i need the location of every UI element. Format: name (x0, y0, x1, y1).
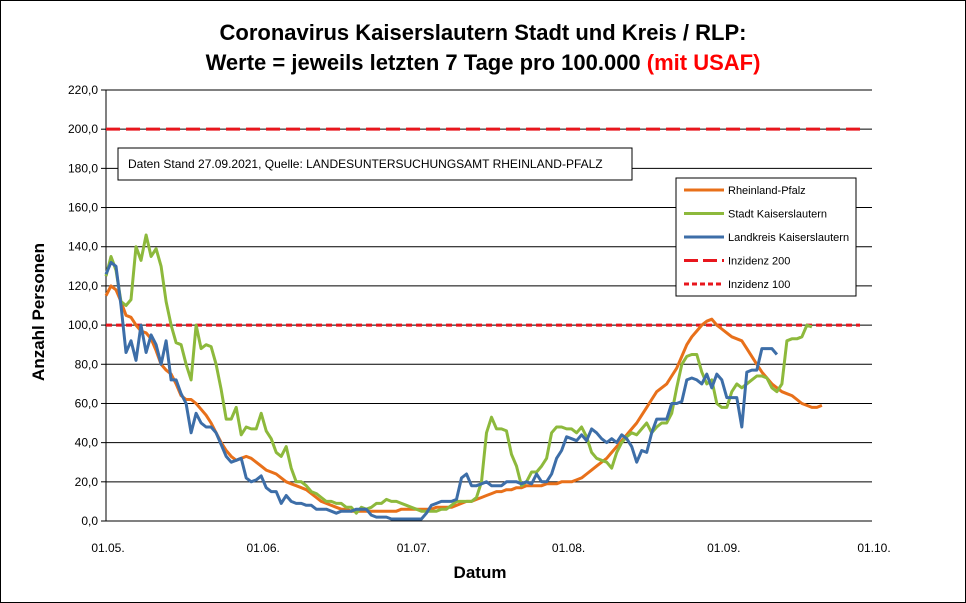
y-tick-label: 60,0 (75, 396, 99, 410)
legend-label: Inzidenz 200 (728, 256, 790, 268)
chart-title-line-2: Werte = jeweils letzten 7 Tage pro 100.0… (0, 50, 966, 76)
y-tick-label: 120,0 (68, 279, 98, 293)
series-line (104, 233, 813, 515)
y-tick-label: 200,0 (68, 122, 98, 136)
legend-label: Inzidenz 100 (728, 279, 790, 291)
chart-title-main: Werte = jeweils letzten 7 Tage pro 100.0… (205, 50, 647, 75)
x-axis-ticks: 01.05. 01.06. 01.07. 01.08. 01.09. 01.10. (91, 541, 890, 555)
chart-title-line-1: Coronavirus Kaiserslautern Stadt und Kre… (219, 20, 747, 45)
chart-title-usaf: (mit USAF) (646, 50, 761, 75)
x-tick-label: 01.07. (397, 541, 430, 555)
legend: Rheinland-Pfalz Stadt Kaiserslautern Landk… (675, 177, 857, 297)
legend-label: Rheinland-Pfalz (728, 185, 806, 197)
y-axis-ticks: 0,0 20,0 40,0 60,0 80,0 100,0 120,0 140,0 160,0 1… (68, 83, 106, 528)
x-tick-label: 01.08. (552, 541, 585, 555)
legend-label: Stadt Kaiserslautern (728, 209, 827, 221)
annotation-box: Daten Stand 27.09.2021, Quelle: LANDESUN… (117, 147, 633, 181)
annotation-text: Daten Stand 27.09.2021, Quelle: LANDESUN… (128, 157, 603, 171)
y-tick-label: 180,0 (68, 161, 98, 175)
y-tick-label: 20,0 (75, 475, 99, 489)
y-tick-label: 0,0 (81, 514, 98, 528)
x-tick-label: 01.06. (247, 541, 280, 555)
legend-label: Landkreis Kaiserslautern (728, 232, 849, 244)
y-tick-label: 40,0 (75, 436, 99, 450)
x-tick-label: 01.10. (857, 541, 890, 555)
series-line (104, 260, 779, 521)
reference-lines (106, 127, 860, 327)
x-tick-label: 01.05. (91, 541, 124, 555)
y-tick-label: 140,0 (68, 240, 98, 254)
y-tick-label: 100,0 (68, 318, 98, 332)
y-tick-label: 220,0 (68, 83, 98, 97)
x-axis-label: Datum (454, 563, 507, 582)
y-tick-label: 80,0 (75, 357, 99, 371)
y-tick-label: 160,0 (68, 201, 98, 215)
data-series (104, 233, 823, 521)
y-axis-label: Anzahl Personen (29, 243, 48, 381)
x-tick-label: 01.09. (707, 541, 740, 555)
